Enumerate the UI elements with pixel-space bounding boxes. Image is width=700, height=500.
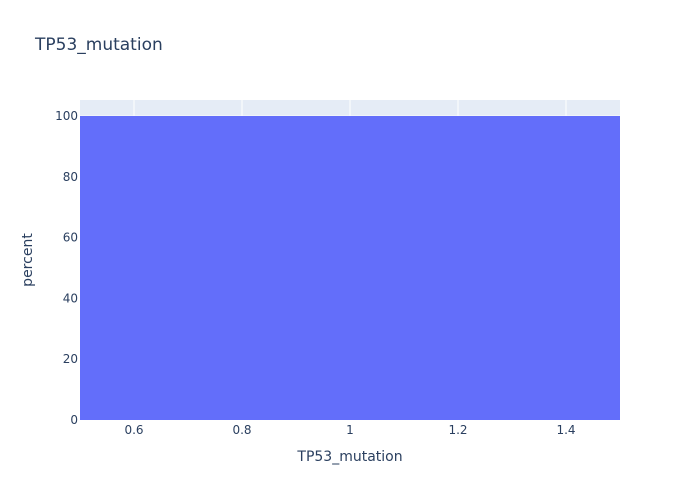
chart-title: TP53_mutation bbox=[34, 35, 163, 55]
y-axis-title: percent bbox=[20, 233, 36, 287]
x-axis-ticks: 0.6 0.8 1 1.2 1.4 bbox=[124, 423, 575, 437]
bar bbox=[80, 115, 620, 421]
x-tick-label: 1.4 bbox=[556, 423, 575, 437]
y-tick-label: 60 bbox=[63, 231, 78, 245]
y-tick-label: 40 bbox=[63, 291, 78, 305]
y-tick-label: 80 bbox=[63, 170, 78, 184]
y-tick-label: 0 bbox=[70, 413, 78, 427]
y-axis-ticks: 0 20 40 60 80 100 bbox=[55, 109, 78, 427]
x-tick-label: 0.6 bbox=[124, 423, 143, 437]
bars bbox=[80, 115, 620, 421]
x-axis-title: TP53_mutation bbox=[296, 449, 402, 465]
y-tick-label: 100 bbox=[55, 109, 78, 123]
y-tick-label: 20 bbox=[63, 352, 78, 366]
x-tick-label: 1.2 bbox=[448, 423, 467, 437]
x-tick-label: 1 bbox=[346, 423, 354, 437]
x-tick-label: 0.8 bbox=[232, 423, 251, 437]
